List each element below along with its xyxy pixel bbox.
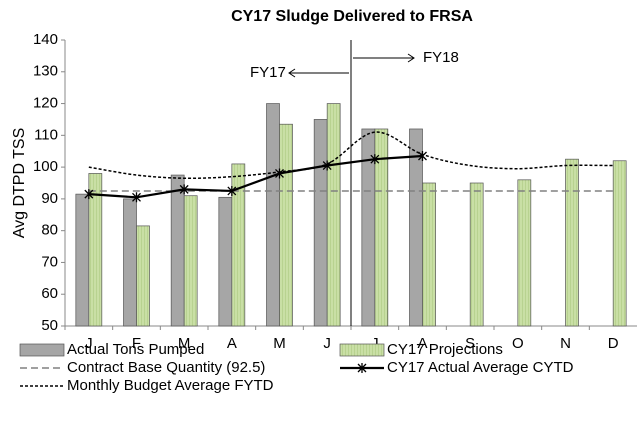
line-marker <box>275 168 284 179</box>
bar <box>313 119 328 327</box>
annotation: FY17 <box>250 64 286 81</box>
bar <box>231 163 246 327</box>
legend-label: Actual Tons Pumped <box>67 341 204 358</box>
y-tick-label: 140 <box>33 31 58 48</box>
legend-label: CY17 Projections <box>387 341 503 358</box>
legend-label: Contract Base Quantity (92.5) <box>67 359 265 376</box>
legend-swatch <box>19 343 65 357</box>
line-marker <box>370 154 380 165</box>
annotation: FY18 <box>423 49 459 66</box>
bar <box>75 193 90 327</box>
y-tick-label: 50 <box>41 317 58 334</box>
y-tick-label: 100 <box>33 158 58 175</box>
bar <box>136 225 150 327</box>
bar <box>279 123 293 327</box>
bar <box>422 182 436 327</box>
y-tick-label: 120 <box>33 95 58 112</box>
annotation-arrow <box>353 53 415 63</box>
y-tick-label: 130 <box>33 63 58 80</box>
x-tick-label: N <box>560 335 571 352</box>
x-tick-label: M <box>273 335 286 352</box>
y-tick-label: 90 <box>41 190 58 207</box>
legend-swatch <box>339 343 385 357</box>
legend-label: CY17 Actual Average CYTD <box>387 359 574 376</box>
line-marker <box>418 150 427 161</box>
x-tick-label: J <box>85 335 93 352</box>
x-tick-label: M <box>178 335 191 352</box>
y-axis-label: Avg DTPD TSS <box>11 128 28 239</box>
bar <box>183 195 198 327</box>
annotation-arrow <box>288 68 349 78</box>
x-tick-label: F <box>132 335 141 352</box>
y-tick-label: 80 <box>41 222 58 239</box>
bar <box>612 160 627 327</box>
line-series <box>88 154 423 199</box>
bar <box>266 103 280 327</box>
x-tick-label: A <box>227 335 237 352</box>
bar <box>218 196 233 327</box>
legend-label: Monthly Budget Average FYTD <box>67 377 274 394</box>
line-marker <box>179 184 189 195</box>
bar <box>326 103 341 327</box>
bar <box>565 158 579 327</box>
bar <box>88 173 103 327</box>
x-tick-label: A <box>417 335 427 352</box>
x-tick-label: D <box>608 335 619 352</box>
legend-marker <box>357 363 367 373</box>
y-tick-label: 70 <box>41 253 58 270</box>
bar <box>517 179 532 327</box>
y-tick-label: 110 <box>34 126 58 143</box>
bar <box>170 174 185 327</box>
bar <box>469 182 484 327</box>
x-tick-label: J <box>323 335 331 352</box>
line-marker <box>132 192 141 203</box>
line-marker <box>322 160 332 171</box>
x-tick-label: O <box>512 335 524 352</box>
bar <box>123 198 137 327</box>
bar <box>374 128 389 327</box>
chart-title: CY17 Sludge Delivered to FRSA <box>231 8 473 25</box>
x-tick-label: J <box>371 335 379 352</box>
y-tick-label: 60 <box>41 285 58 302</box>
line-marker <box>227 185 237 196</box>
x-tick-label: S <box>465 335 475 352</box>
line-marker <box>84 189 94 200</box>
